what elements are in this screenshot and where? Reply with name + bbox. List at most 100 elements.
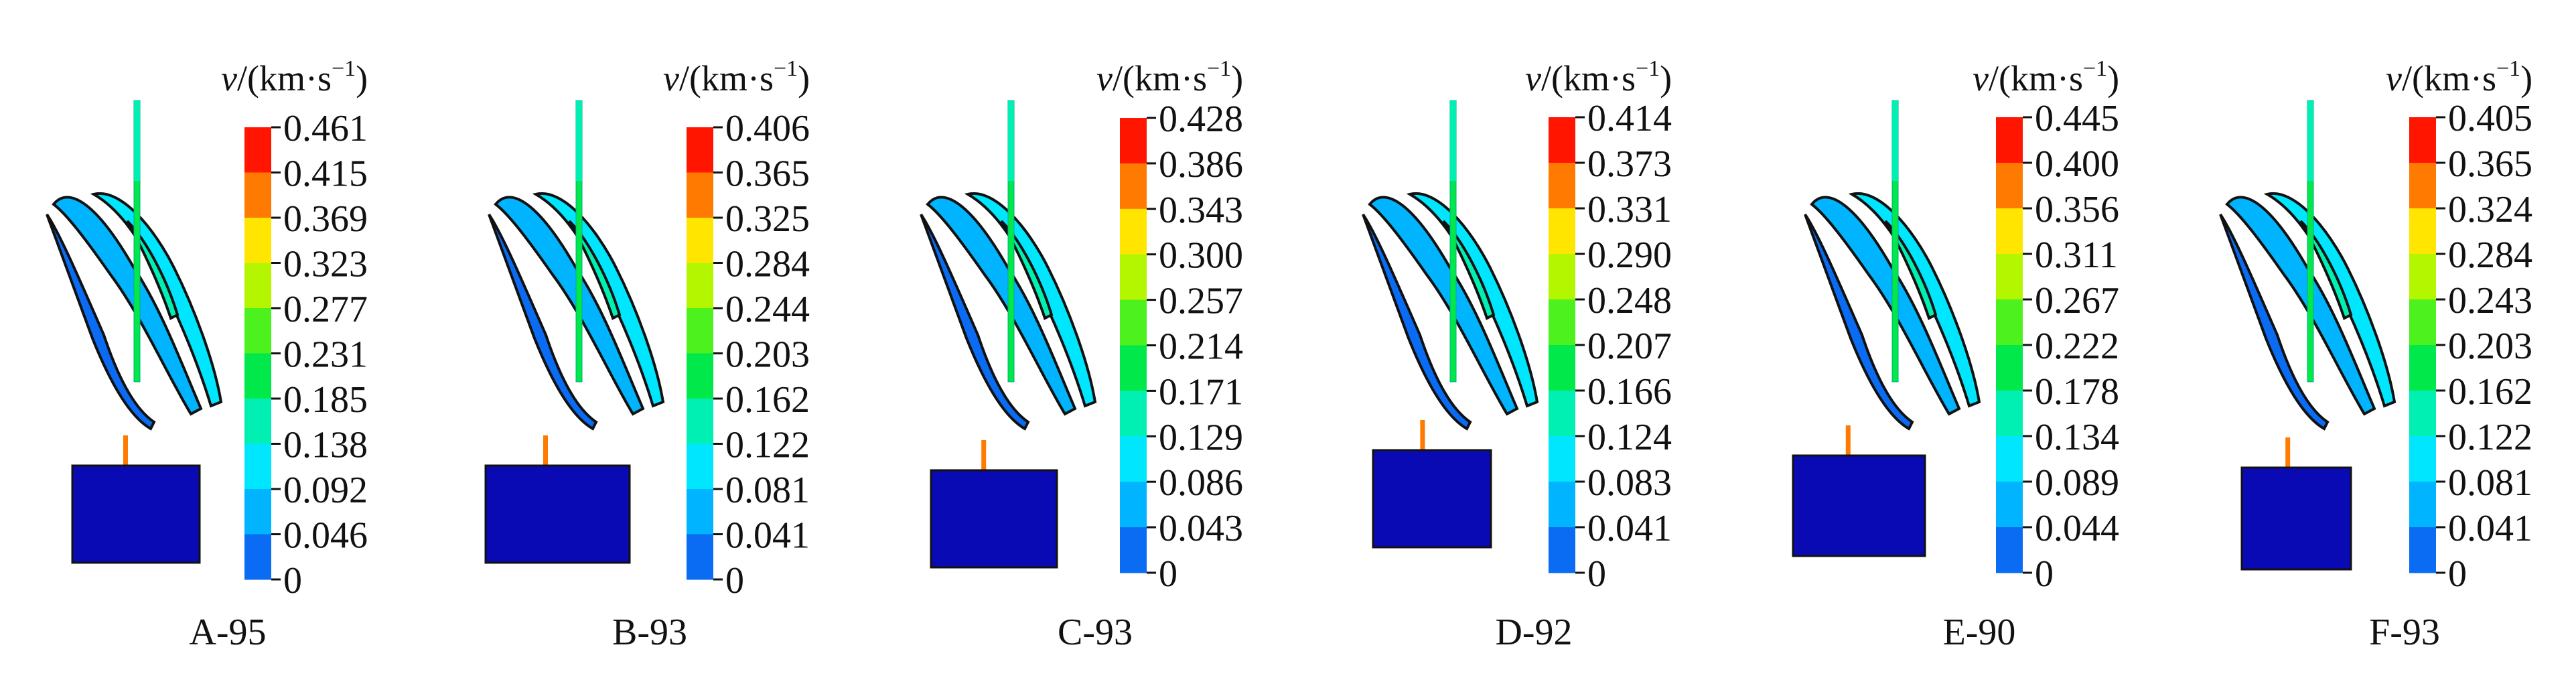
projectile-tip — [576, 100, 582, 181]
colorbar-tick-label: 0.138 — [283, 425, 368, 466]
colorbar-tick-label: 0.244 — [725, 289, 810, 330]
colorbar-tick-label: 0.405 — [2448, 98, 2532, 139]
target-block — [484, 464, 631, 564]
colorbar-tick-label: 0.311 — [2035, 234, 2118, 276]
plate-fragment — [46, 213, 156, 431]
colorbar-segment — [1996, 208, 2023, 255]
colorbar-tick-label: 0.445 — [2035, 98, 2119, 139]
colorbar-tick-label: 0.083 — [1587, 462, 1672, 504]
colorbar-tick-label: 0.041 — [2448, 508, 2532, 549]
colorbar-segment — [2409, 345, 2436, 391]
plate-fragment — [568, 220, 622, 320]
panel-f-93: 0.4050.3650.3240.2840.2430.2030.1620.122… — [2219, 56, 2532, 653]
colorbar-segment — [687, 443, 713, 490]
colorbar-tick-label: 0.129 — [1159, 417, 1243, 458]
colorbar-tick-label: 0.324 — [2448, 189, 2532, 230]
debris-fragment — [123, 435, 128, 466]
plate-fragment — [1442, 220, 1496, 320]
panel-label: F-93 — [2369, 612, 2440, 653]
plate-fragment — [1000, 220, 1054, 320]
plate-fragment — [494, 196, 645, 416]
panel-label: E-90 — [1943, 612, 2016, 653]
plate-fragment — [1362, 213, 1472, 431]
projectile-tip — [1008, 100, 1014, 181]
target-block — [1372, 449, 1492, 549]
panel-a-95: 0.4610.4150.3690.3230.2770.2310.1850.138… — [46, 56, 368, 653]
plate-fragment — [920, 213, 1030, 431]
colorbar-segment — [2409, 299, 2436, 346]
colorbar-segment — [244, 172, 271, 218]
plate-fragment — [1884, 220, 1938, 320]
panel-c-93: 0.4280.3860.3430.3000.2570.2140.1710.129… — [920, 56, 1243, 653]
colorbar: 0.4140.3730.3310.2900.2480.2070.1660.124… — [1549, 98, 1672, 595]
colorbar-tick-label: 0.214 — [1159, 326, 1243, 368]
panel-label: A-95 — [189, 612, 266, 653]
unit-label: v/(km·s−1) — [1096, 56, 1243, 98]
colorbar-tick-label: 0.356 — [2035, 189, 2119, 230]
colorbar-tick-label: 0.290 — [1587, 234, 1672, 276]
colorbar-tick-label: 0.178 — [2035, 371, 2119, 413]
plate-fragment — [1368, 196, 1519, 416]
plate-fragment — [926, 196, 1077, 416]
colorbar-segment — [2409, 208, 2436, 255]
projectile-tip — [1450, 100, 1456, 181]
plate-fragment — [2299, 220, 2353, 320]
colorbar-tick-label: 0.043 — [1159, 508, 1243, 549]
colorbar-tick-label: 0.323 — [283, 244, 368, 285]
colorbar-tick-label: 0 — [2448, 553, 2467, 595]
colorbar-segment — [687, 534, 713, 580]
fracture-plates — [488, 100, 665, 466]
colorbar-segment — [244, 127, 271, 173]
plate-fragment — [126, 220, 180, 320]
plate-fragment — [52, 196, 203, 416]
colorbar-tick-label: 0.166 — [1587, 371, 1672, 413]
panel-b-93: 0.4060.3650.3250.2840.2440.2030.1620.122… — [484, 56, 810, 653]
fracture-plates — [2219, 100, 2396, 468]
panel-label: D-92 — [1495, 612, 1572, 653]
colorbar-tick-label: 0.414 — [1587, 98, 1672, 139]
plate-fragment — [488, 213, 598, 431]
target-block — [1792, 454, 1926, 557]
plate-fragment — [1804, 213, 1914, 431]
colorbar-segment — [687, 172, 713, 218]
colorbar-segment — [1120, 254, 1147, 301]
colorbar-tick-label: 0.300 — [1159, 235, 1243, 277]
fracture-plates — [1362, 100, 1539, 450]
unit-label: v/(km·s−1) — [221, 56, 368, 98]
colorbar-tick-label: 0.122 — [2448, 417, 2532, 458]
colorbar-tick-label: 0.041 — [725, 515, 810, 557]
colorbar-tick-label: 0.185 — [283, 379, 368, 421]
panel-d-92: 0.4140.3730.3310.2900.2480.2070.1660.124… — [1362, 56, 1672, 653]
colorbar-tick-label: 0 — [1159, 553, 1177, 595]
colorbar-tick-label: 0.134 — [2035, 417, 2119, 458]
colorbar-segment — [687, 308, 713, 354]
colorbar-segment — [1996, 117, 2023, 163]
debris-fragment — [1845, 425, 1851, 456]
debris-fragment — [1420, 420, 1425, 450]
colorbar: 0.4050.3650.3240.2840.2430.2030.1620.122… — [2409, 98, 2532, 595]
colorbar-segment — [687, 353, 713, 399]
colorbar-segment — [687, 489, 713, 535]
unit-label: v/(km·s−1) — [2386, 56, 2532, 98]
colorbar-segment — [687, 263, 713, 309]
colorbar-segment — [1549, 117, 1575, 163]
colorbar-segment — [244, 218, 271, 263]
colorbar-segment — [1120, 391, 1147, 437]
colorbar-tick-label: 0.089 — [2035, 462, 2119, 504]
colorbar-tick-label: 0.162 — [2448, 371, 2532, 413]
colorbar-tick-label: 0.122 — [725, 425, 810, 466]
unit-label: v/(km·s−1) — [1525, 56, 1672, 98]
colorbar-segment — [1996, 254, 2023, 300]
colorbar-segment — [1549, 345, 1575, 391]
colorbar-tick-label: 0.461 — [283, 108, 368, 149]
colorbar-tick-label: 0.207 — [1587, 326, 1672, 367]
colorbar-segment — [2409, 527, 2436, 573]
colorbar-segment — [1549, 391, 1575, 437]
debris-fragment — [2285, 437, 2291, 468]
colorbar-tick-label: 0.365 — [2448, 143, 2532, 185]
fracture-plates — [920, 100, 1097, 470]
colorbar-tick-label: 0.386 — [1159, 144, 1243, 186]
colorbar-tick-label: 0.171 — [1159, 371, 1243, 413]
colorbar: 0.4450.4000.3560.3110.2670.2220.1780.134… — [1996, 98, 2119, 595]
colorbar-tick-label: 0.203 — [725, 334, 810, 376]
